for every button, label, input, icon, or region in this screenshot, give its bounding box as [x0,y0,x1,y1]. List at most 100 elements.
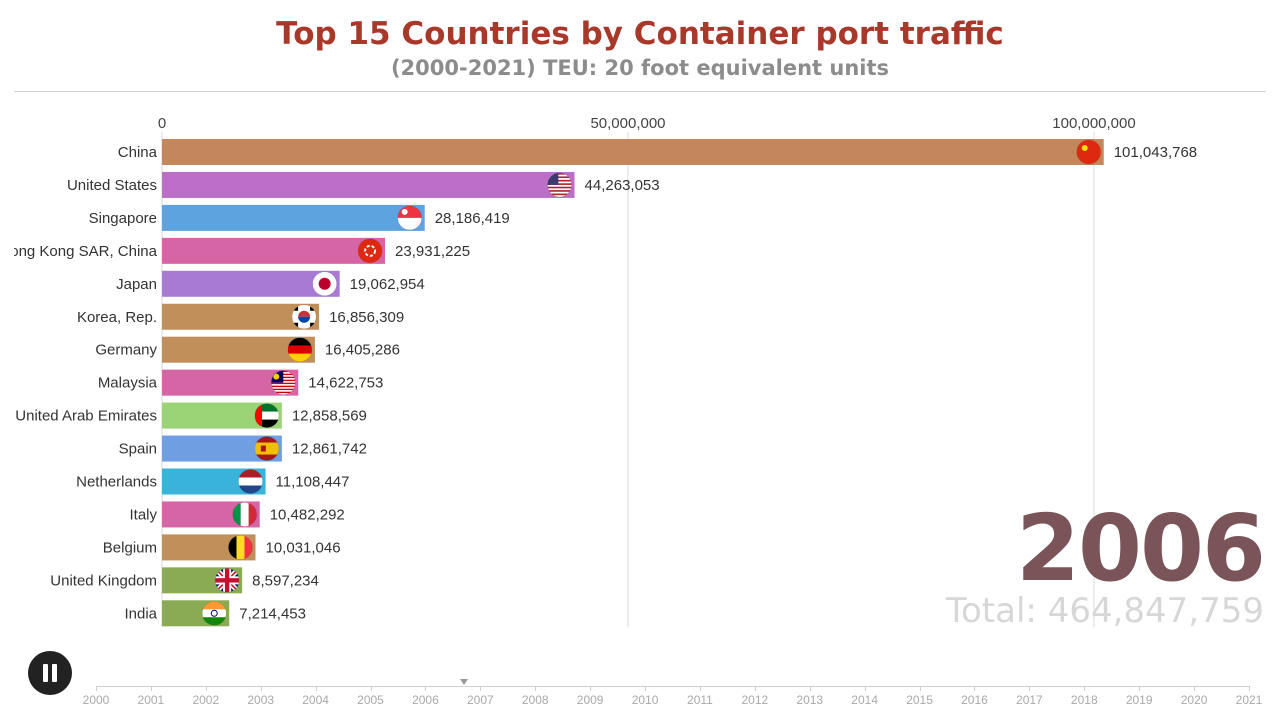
header-divider [14,91,1266,92]
value-label: 8,597,234 [252,572,319,589]
bar-china [162,139,1104,165]
category-label: Germany [95,342,157,359]
belgium-flag [228,535,253,560]
timeline-tick [974,686,976,691]
timeline-year-label[interactable]: 2013 [796,693,824,707]
pause-button[interactable] [28,651,72,695]
value-label: 16,856,309 [329,309,404,326]
timeline-year-label[interactable]: 2006 [412,693,439,707]
germany-flag [287,337,312,362]
timeline-year-label[interactable]: 2002 [192,693,220,707]
value-label: 10,482,292 [270,506,345,523]
category-label: Japan [116,276,157,293]
timeline-tick [260,686,262,691]
timeline-tick [1249,686,1250,691]
category-label: Hong Kong SAR, China [0,243,158,260]
timeline-year-label[interactable]: 2015 [906,693,933,707]
timeline-year-label[interactable]: 2009 [576,693,604,707]
timeline-tick [315,686,317,691]
singapore-flag [397,205,422,230]
timeline-tick [535,686,537,691]
spain-flag [254,436,279,461]
timeline-year-label[interactable]: 2007 [466,693,494,707]
timeline-year-label[interactable]: 2001 [137,693,165,707]
hongkong-flag [358,238,383,263]
timeline-tick [1084,686,1086,691]
timeline-tick [754,686,756,691]
timeline-year-label[interactable]: 2010 [631,693,659,707]
x-tick-label: 100,000,000 [1052,115,1135,132]
value-label: 101,043,768 [1114,144,1197,161]
timeline-tick [205,686,207,691]
category-label: India [124,605,157,622]
timeline-tick [645,686,647,691]
x-tick-label: 50,000,000 [590,115,665,132]
timeline-year-label[interactable]: 2012 [741,693,769,707]
total-value: 464,847,759 [1047,591,1264,631]
timeline-tick [699,686,701,691]
timeline-year-label[interactable]: 2005 [357,693,384,707]
category-label: United Kingdom [50,572,157,589]
value-label: 12,861,742 [292,441,367,458]
timeline-year-label[interactable]: 2003 [247,693,275,707]
value-label: 16,405,286 [325,342,400,359]
timeline-year-label[interactable]: 2004 [302,693,329,707]
timeline-track[interactable] [96,686,1249,687]
category-label: Malaysia [98,375,158,392]
timeline-tick [919,686,921,691]
chart-title: Top 15 Countries by Container port traff… [276,16,1004,52]
category-label: Korea, Rep. [77,309,157,326]
timeline-year-label[interactable]: 2020 [1180,693,1208,707]
category-label: United States [67,177,157,194]
timeline-year-label[interactable]: 2017 [1016,693,1043,707]
timeline-tick [425,686,427,691]
timeline-tick [96,686,97,691]
timeline-tick [1194,686,1196,691]
value-label: 12,858,569 [292,408,367,425]
value-label: 23,931,225 [395,243,470,260]
timeline-tick [480,686,482,691]
timeline-year-label[interactable]: 2016 [961,693,988,707]
category-label: United Arab Emirates [15,408,157,425]
total-label: Total: [946,591,1037,631]
category-label: Belgium [103,539,157,556]
bar-singapore [162,204,425,231]
timeline-year-label[interactable]: 2000 [82,693,110,707]
timeline-tick [1139,686,1141,691]
category-label: Netherlands [76,474,157,491]
timeline-year-label[interactable]: 2021 [1235,693,1263,707]
category-label: Italy [129,506,157,523]
timeline-tick [150,686,152,691]
timeline-year-label[interactable]: 2008 [521,693,549,707]
category-label: Singapore [89,210,157,227]
china-flag [1076,140,1101,164]
bar-united-states [162,171,575,198]
timeline-handle[interactable] [459,679,468,685]
pause-icon [43,664,48,682]
korea-flag [292,304,317,329]
value-label: 7,214,453 [239,605,306,622]
timeline-year-label[interactable]: 2011 [687,693,713,707]
chart-subtitle: (2000-2021) TEU: 20 foot equivalent unit… [390,56,890,80]
timeline-tick [809,686,811,691]
current-year: 2006 [1015,495,1266,602]
value-label: 44,263,053 [585,177,660,194]
year-timeline[interactable]: 2000 2001 2002 2003 2004 2005 2006 2007 2008 2009… [0,670,1280,720]
timeline-tick [370,686,372,691]
netherlands-flag [238,469,263,494]
italy-flag [232,502,257,527]
bar-hong-kong-sar-china [162,237,386,264]
value-label: 19,062,954 [350,276,425,293]
timeline-tick [590,686,592,691]
timeline-tick [864,686,866,691]
value-label: 11,108,447 [276,474,350,491]
timeline-year-label[interactable]: 2014 [851,693,878,707]
uae-flag [254,403,279,428]
bar-japan [162,270,340,297]
timeline-year-label[interactable]: 2018 [1070,693,1098,707]
value-label: 10,031,046 [265,539,340,556]
value-label: 28,186,419 [435,210,510,227]
uk-flag [215,568,240,593]
timeline-year-label[interactable]: 2019 [1125,693,1153,707]
value-label: 14,622,753 [308,375,383,392]
